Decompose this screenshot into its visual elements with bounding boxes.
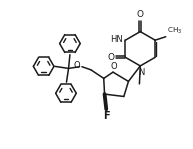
Text: O: O bbox=[111, 62, 117, 71]
Text: O: O bbox=[137, 10, 144, 19]
Text: N: N bbox=[138, 69, 145, 77]
Text: O: O bbox=[107, 53, 114, 62]
Text: CH$_3$: CH$_3$ bbox=[167, 26, 182, 36]
Text: F: F bbox=[103, 111, 110, 121]
Text: HN: HN bbox=[111, 35, 123, 44]
Text: O: O bbox=[74, 61, 80, 70]
